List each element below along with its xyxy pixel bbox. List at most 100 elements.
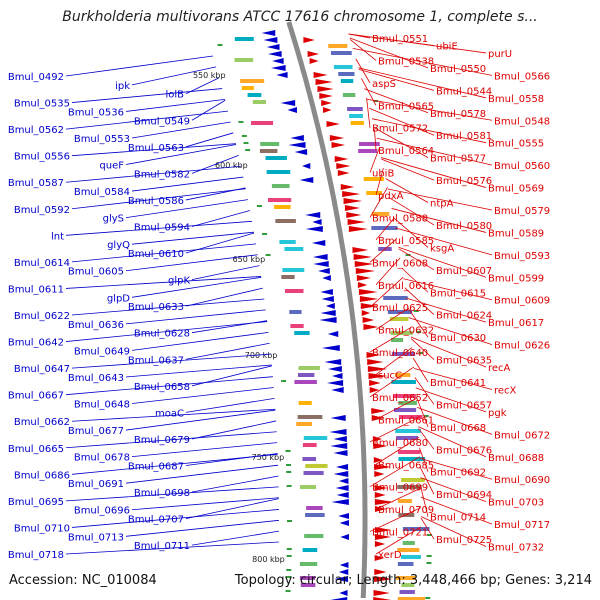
reverse-gene-label: Bmul_0665 — [8, 444, 64, 455]
forward-gene-label: Bmul_0630 — [430, 333, 486, 344]
scale-label: 750 kbp — [252, 453, 285, 462]
reverse-gene-label: Bmul_0636 — [68, 320, 124, 331]
reverse-gene-leader — [131, 442, 278, 458]
reverse-gene-arrow — [334, 576, 349, 582]
rna-marker-inner — [245, 149, 251, 151]
feature-bar-inner — [266, 170, 291, 174]
reverse-gene-arrow — [326, 380, 344, 386]
feature-bar-inner — [251, 121, 274, 125]
reverse-gene-leader — [131, 276, 262, 298]
forward-gene-arrow — [329, 135, 345, 141]
forward-gene-label: Bmul_0588 — [372, 213, 428, 224]
reverse-gene-arrow — [302, 163, 311, 169]
forward-gene-leader — [420, 517, 435, 540]
reverse-gene-label: Bmul_0710 — [14, 523, 70, 534]
feature-bar-inner — [299, 485, 317, 489]
forward-gene-arrow — [362, 317, 375, 323]
forward-gene-label: Bmul_0732 — [488, 543, 544, 554]
forward-gene-label: purU — [488, 49, 512, 60]
forward-gene-label: Bmul_0585 — [378, 236, 434, 247]
reverse-gene-arrow — [268, 51, 282, 57]
reverse-gene-label: Bmul_0667 — [8, 391, 64, 402]
forward-gene-label: Bmul_0676 — [436, 445, 492, 456]
reverse-gene-label: Bmul_0637 — [128, 355, 184, 366]
forward-gene-arrow — [313, 72, 328, 78]
reverse-gene-arrow — [321, 345, 340, 351]
rna-marker-inner — [286, 569, 292, 571]
reverse-gene-label: Bmul_0658 — [134, 382, 190, 393]
forward-gene-label: Bmul_0626 — [494, 341, 550, 352]
forward-gene-arrow — [374, 527, 392, 533]
reverse-gene-leader — [71, 243, 256, 263]
reverse-gene-arrow — [312, 219, 322, 225]
forward-gene-arrow — [374, 541, 386, 547]
rna-marker-inner — [217, 44, 223, 46]
forward-gene-label: Bmul_0672 — [494, 430, 550, 441]
forward-gene-arrow — [374, 569, 387, 575]
feature-bar-outer — [350, 121, 364, 125]
reverse-gene-leader — [65, 541, 279, 555]
reverse-gene-leader — [185, 342, 270, 360]
feature-bar-outer — [347, 107, 363, 111]
forward-gene-arrow — [331, 142, 346, 148]
rna-marker-inner — [256, 205, 262, 207]
feature-bar-inner — [305, 513, 325, 517]
forward-gene-label: ntpA — [430, 199, 454, 210]
reverse-gene-leader — [71, 353, 271, 369]
rna-marker-outer — [425, 597, 431, 599]
feature-bar-inner — [302, 548, 318, 552]
forward-gene-leader — [375, 347, 413, 375]
scale-label: 650 kbp — [233, 255, 266, 264]
reverse-gene-arrow — [305, 226, 323, 232]
forward-gene-leader — [375, 398, 417, 420]
reverse-gene-leader — [191, 530, 280, 546]
forward-gene-arrow — [356, 275, 371, 281]
feature-bar-outer — [349, 114, 363, 118]
reverse-gene-label: Bmul_0556 — [14, 152, 70, 163]
feature-bar-inner — [296, 422, 312, 426]
reverse-gene-arrow — [313, 261, 329, 267]
forward-gene-label: Bmul_0657 — [436, 400, 492, 411]
forward-gene-label: Bmul_0538 — [378, 56, 434, 67]
forward-gene-label: Bmul_0640 — [372, 348, 428, 359]
forward-gene-leader — [420, 516, 487, 547]
feature-bar-outer — [397, 485, 422, 489]
forward-gene-leader — [366, 98, 493, 121]
feature-bar-inner — [302, 443, 317, 447]
reverse-gene-arrow — [336, 492, 349, 498]
forward-gene-leader — [398, 248, 435, 271]
forward-gene-label: Bmul_0593 — [494, 251, 550, 262]
rna-marker-inner — [285, 590, 291, 592]
forward-gene-arrow — [367, 366, 388, 372]
forward-gene-label: Bmul_0692 — [430, 468, 486, 479]
rna-marker-outer — [426, 555, 432, 557]
forward-gene-arrow — [373, 443, 388, 449]
forward-gene-arrow — [321, 100, 332, 106]
forward-gene-arrow — [374, 506, 387, 512]
reverse-gene-label: Bmul_0642 — [8, 338, 64, 349]
map-title: Burkholderia multivorans ATCC 17616 chro… — [62, 9, 538, 25]
reverse-gene-leader — [71, 453, 278, 475]
forward-gene-label: Bmul_0709 — [378, 505, 434, 516]
forward-gene-label: Bmul_0680 — [372, 438, 428, 449]
forward-gene-arrow — [369, 387, 380, 393]
forward-gene-label: Bmul_0725 — [436, 535, 492, 546]
scale-label: 800 kbp — [252, 555, 285, 564]
reverse-gene-arrow — [280, 100, 296, 106]
reverse-gene-arrow — [271, 65, 286, 71]
feature-bar-inner — [299, 576, 316, 580]
forward-gene-leader — [360, 78, 377, 106]
rna-marker-outer — [426, 562, 432, 564]
reverse-gene-label: Bmul_0691 — [68, 479, 124, 490]
reverse-gene-label: Bmul_0677 — [68, 426, 124, 437]
forward-gene-leader — [369, 107, 435, 136]
reverse-gene-arrow — [330, 597, 348, 600]
reverse-gene-leader — [125, 99, 226, 112]
reverse-gene-arrow — [332, 373, 343, 379]
feature-bar-outer — [390, 338, 404, 342]
forward-gene-leader — [375, 436, 420, 465]
forward-gene-label: aspS — [372, 79, 396, 90]
forward-gene-label: Bmul_0548 — [494, 116, 550, 127]
reverse-gene-leader — [125, 409, 276, 431]
feature-bar-outer — [396, 576, 416, 580]
